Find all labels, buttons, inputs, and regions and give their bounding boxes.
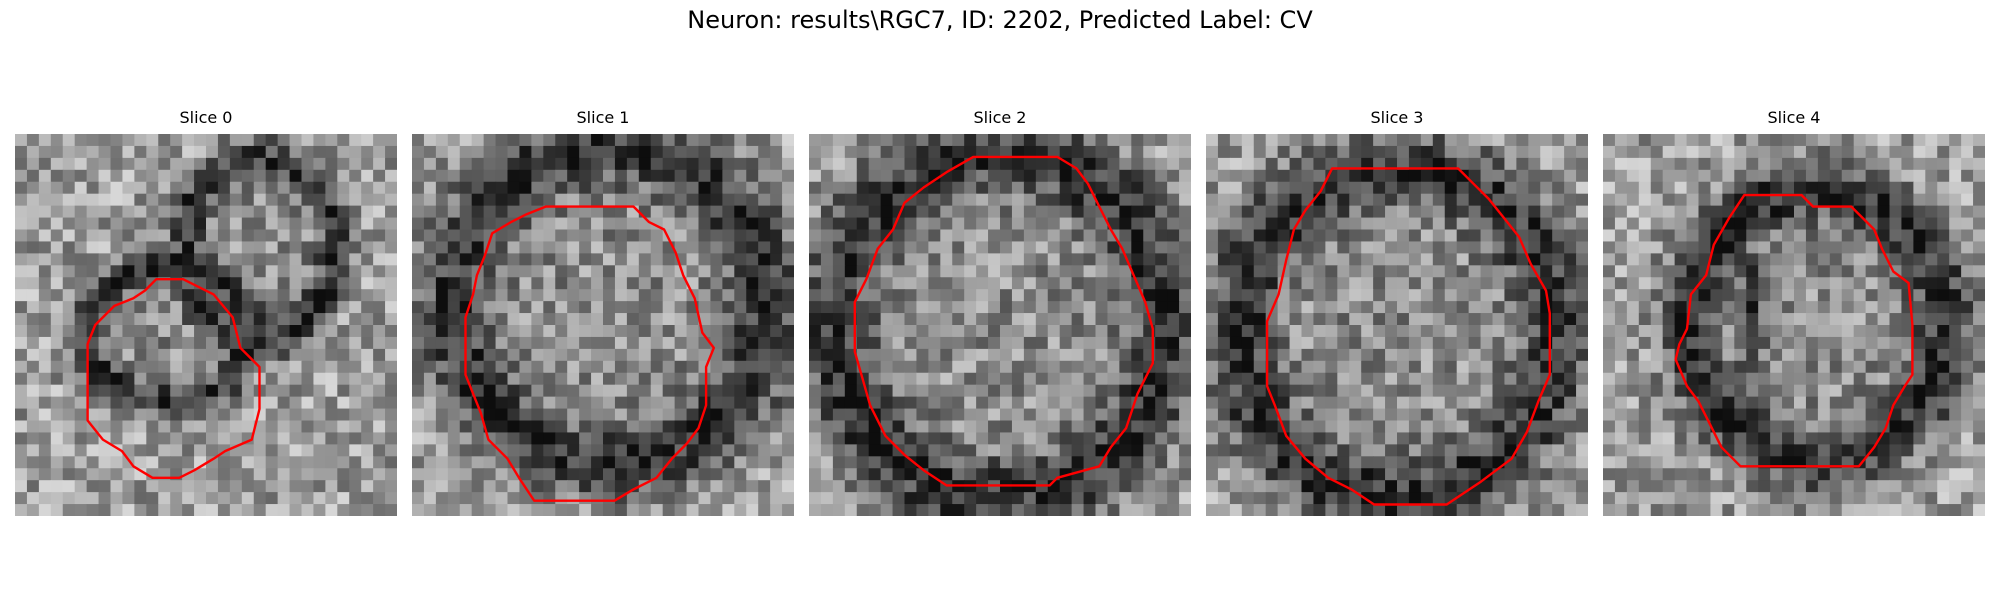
slice-title: Slice 2 [973, 108, 1027, 127]
roi-contour [464, 205, 715, 502]
pixel-grid [809, 134, 1191, 516]
slice-image [412, 134, 794, 516]
slice-title: Slice 4 [1767, 108, 1821, 127]
slice-image [15, 134, 397, 516]
slice-title: Slice 0 [179, 108, 233, 127]
roi-contour [853, 155, 1154, 487]
slice-title: Slice 3 [1370, 108, 1424, 127]
pixel-grid [1603, 134, 1985, 516]
figure-title: Neuron: results\RGC7, ID: 2202, Predicte… [687, 6, 1313, 34]
slice-title: Slice 1 [576, 108, 630, 127]
roi-contour [1265, 167, 1551, 506]
pixel-grid [1206, 134, 1588, 516]
roi-contour [86, 277, 261, 479]
pixel-grid [412, 134, 794, 516]
slice-image [1603, 134, 1985, 516]
slice-image [1206, 134, 1588, 516]
pixel-grid [15, 134, 397, 516]
roi-contour [1674, 193, 1914, 468]
slice-image [809, 134, 1191, 516]
